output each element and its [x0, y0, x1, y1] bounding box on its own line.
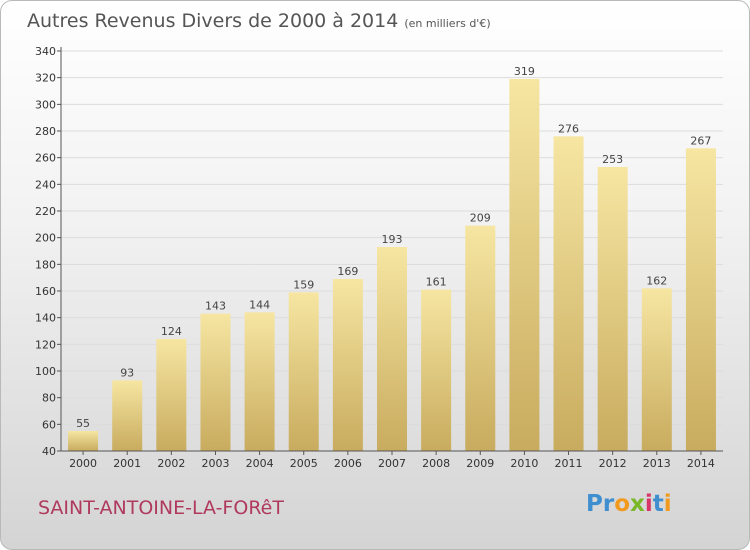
bar-2008: [421, 289, 452, 451]
place-name: SAINT-ANTOINE-LA-FORêT: [38, 497, 284, 519]
y-tick-label: 260: [35, 152, 56, 165]
x-tick-label-2004: 2004: [246, 457, 274, 470]
data-label-2009: 209: [470, 212, 491, 225]
y-tick-label: 40: [42, 445, 56, 458]
bar-2001: [112, 380, 143, 451]
bar-2012: [597, 167, 628, 451]
y-tick-label: 340: [35, 45, 56, 58]
bar-2007: [376, 247, 408, 451]
x-tick-label-2009: 2009: [466, 457, 494, 470]
bars: [68, 79, 716, 452]
bar-2006: [332, 279, 363, 451]
y-tick-label: 160: [35, 285, 56, 298]
data-label-2005: 159: [293, 278, 314, 291]
logo-letter: r: [602, 491, 615, 517]
logo-letter: i: [663, 491, 672, 517]
logo-letter: x: [630, 491, 645, 517]
data-label-2010: 319: [514, 65, 535, 78]
y-tick-label: 120: [35, 338, 56, 351]
x-tick-label-2010: 2010: [510, 457, 538, 470]
x-tick-label-2007: 2007: [378, 457, 406, 470]
data-label-2012: 253: [602, 153, 623, 166]
data-label-2002: 124: [161, 325, 182, 338]
logo-letter: P: [586, 491, 603, 517]
bar-2014: [685, 148, 716, 452]
proxiti-logo: Proxiti: [586, 491, 672, 517]
x-tick-label-2000: 2000: [69, 457, 97, 470]
logo-letter: i: [644, 491, 653, 517]
x-tick-label-2013: 2013: [643, 457, 671, 470]
y-tick-label: 100: [35, 365, 56, 378]
bar-2003: [200, 313, 231, 451]
x-tick-label-2011: 2011: [555, 457, 583, 470]
y-tick-label: 240: [35, 178, 56, 191]
logo-letter: t: [652, 491, 664, 517]
axes: [57, 47, 723, 455]
data-label-2011: 276: [558, 122, 579, 135]
data-label-2006: 169: [337, 265, 358, 278]
y-tick-label: 200: [35, 232, 56, 245]
chart-title-unit: (en milliers d'€): [404, 17, 491, 30]
x-tick-label-2005: 2005: [290, 457, 318, 470]
x-tick-label-2001: 2001: [113, 457, 141, 470]
y-tick-label: 140: [35, 312, 56, 325]
bar-2002: [156, 339, 187, 451]
data-label-2001: 93: [120, 366, 134, 379]
bar-2013: [641, 288, 672, 451]
bar-2011: [553, 136, 584, 452]
data-label-2008: 161: [426, 276, 447, 289]
y-tick-label: 60: [42, 418, 56, 431]
data-label-2013: 162: [646, 274, 667, 287]
y-tick-label: 320: [35, 72, 56, 85]
y-tick-label: 280: [35, 125, 56, 138]
x-tick-label-2003: 2003: [201, 457, 229, 470]
bar-2005: [288, 292, 319, 451]
chart-title: Autres Revenus Divers de 2000 à 2014 (en …: [27, 10, 491, 32]
x-tick-label-2014: 2014: [687, 457, 715, 470]
bar-2010: [509, 79, 540, 451]
x-tick-label-2006: 2006: [334, 457, 362, 470]
data-label-2000: 55: [76, 417, 90, 430]
data-label-2014: 267: [690, 134, 711, 147]
bar-2009: [465, 225, 496, 451]
x-tick-label-2008: 2008: [422, 457, 450, 470]
x-tick-label-2002: 2002: [157, 457, 185, 470]
data-label-2004: 144: [249, 298, 270, 311]
logo-letter: o: [614, 491, 631, 517]
x-tick-label-2012: 2012: [599, 457, 627, 470]
labels: 40 60 80 100 120 140 160 180 200 220 240 260 280 300 3…: [35, 45, 715, 470]
chart-title-text: Autres Revenus Divers de 2000 à 2014: [27, 10, 399, 32]
y-tick-label: 80: [42, 392, 56, 405]
bar-2004: [244, 312, 275, 451]
y-tick-label: 300: [35, 98, 56, 111]
y-tick-label: 180: [35, 258, 56, 271]
y-tick-label: 220: [35, 205, 56, 218]
bar-2000: [68, 431, 99, 451]
data-label-2007: 193: [382, 233, 403, 246]
data-label-2003: 143: [205, 300, 226, 313]
